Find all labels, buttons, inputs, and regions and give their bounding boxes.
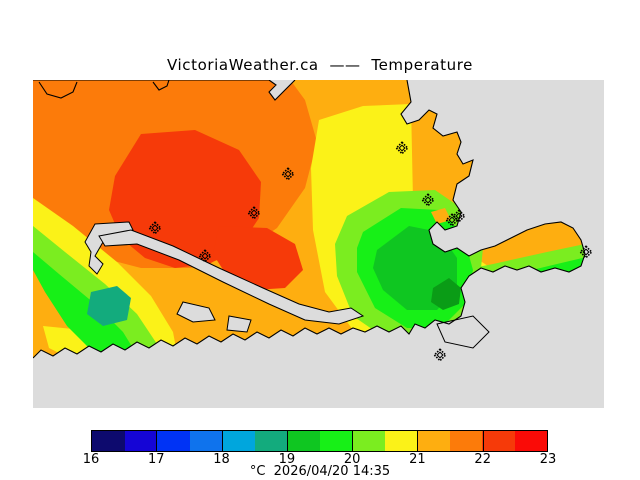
station-diamond-icon[interactable] [445,213,459,227]
colorbar-segment[interactable] [222,431,255,451]
colorbar-tick-line [482,430,484,452]
colorbar-tick-line [156,430,158,452]
colorbar-segment[interactable] [449,431,482,451]
colorbar-caption: °C 2026/04/20 14:35 [249,464,391,479]
station-diamond-icon[interactable] [395,141,409,155]
colorbar-tick-label: 21 [409,452,426,467]
map-canvas [33,80,604,408]
colorbar-segment[interactable] [482,431,515,451]
station-diamond-icon[interactable] [247,206,261,220]
station-diamond-icon[interactable] [433,348,447,362]
colorbar-tick-label: 23 [539,452,557,467]
colorbar-segment[interactable] [514,431,547,451]
station-diamond-icon[interactable] [198,249,212,263]
colorbar-segment[interactable] [384,431,417,451]
colorbar-tick-label: 22 [474,452,491,467]
colorbar-segment[interactable] [92,431,125,451]
coastline-north-notch [152,80,170,91]
colorbar-tick-line [221,430,223,452]
coastline [33,80,586,359]
colorbar-segment[interactable] [319,431,352,451]
colorbar-segment[interactable] [189,431,222,451]
colorbar-tick-label: 20 [343,452,361,467]
colorbar-tick-line [286,430,288,452]
colorbar-tick-label: 17 [148,452,165,467]
colorbar-tick-label: 16 [82,452,100,467]
temperature-colorbar[interactable] [91,430,548,452]
station-diamond-icon[interactable] [281,167,295,181]
station-marker-layer [148,141,593,362]
station-diamond-icon[interactable] [421,193,435,207]
colorbar-tick-label: 18 [213,452,230,467]
colorbar-tick-labels: 16 17 18 19 20 21 22 23 [0,452,640,468]
colorbar-tick-line [352,430,354,452]
station-diamond-icon[interactable] [579,245,593,259]
coastline-north [38,81,78,99]
colorbar-tick-label: 19 [278,452,296,467]
colorbar-segment[interactable] [287,431,320,451]
page-title: VictoriaWeather.ca —— Temperature [166,56,473,74]
temperature-contour-map[interactable] [33,80,604,408]
colorbar-segment[interactable] [254,431,287,451]
colorbar-tick-line [417,430,419,452]
map-render [33,80,604,408]
colorbar-segment[interactable] [417,431,450,451]
colorbar-segment[interactable] [352,431,385,451]
colorbar-segment[interactable] [157,431,190,451]
colorbar-segment[interactable] [124,431,157,451]
